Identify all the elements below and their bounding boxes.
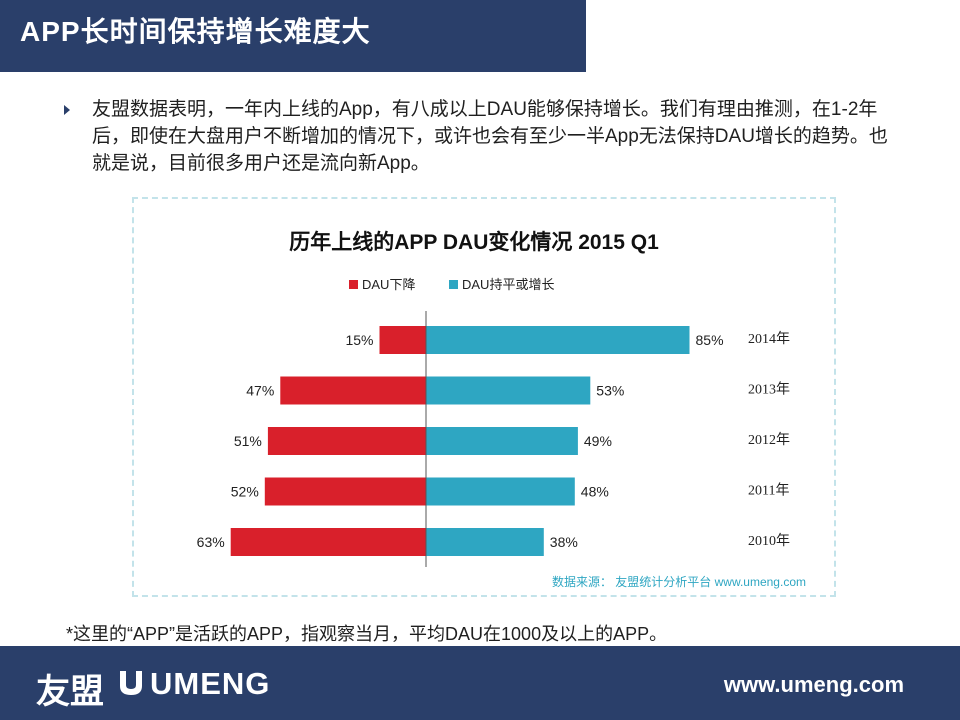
label-growth-4: 38% bbox=[550, 534, 578, 550]
chart-frame: 历年上线的APP DAU变化情况 2015 Q1 DAU下降 DAU持平或增长 1… bbox=[132, 197, 836, 597]
logo-chinese: 友盟 bbox=[36, 672, 104, 712]
bar-decline-2 bbox=[267, 427, 426, 455]
bar-decline-3 bbox=[264, 477, 426, 506]
bar-growth-0 bbox=[426, 326, 690, 354]
bullet-arrow-icon bbox=[64, 105, 70, 115]
category-label-0: 2014年 bbox=[748, 331, 790, 347]
category-label-4: 2010年 bbox=[748, 533, 790, 549]
label-growth-1: 53% bbox=[596, 383, 624, 399]
category-label-2: 2012年 bbox=[748, 432, 790, 448]
category-label-1: 2013年 bbox=[748, 382, 790, 398]
bar-growth-4 bbox=[426, 528, 544, 556]
bullet-text: 友盟数据表明，一年内上线的App，有八成以上DAU能够保持增长。我们有理由推测，… bbox=[92, 99, 888, 174]
bar-decline-1 bbox=[280, 376, 426, 405]
footer-url: www.umeng.com bbox=[723, 672, 904, 697]
chart-legend: DAU下降 DAU持平或增长 bbox=[349, 277, 554, 292]
legend-label-1: DAU持平或增长 bbox=[462, 277, 554, 292]
bar-decline-0 bbox=[379, 326, 426, 354]
chart-source: 数据来源： 友盟统计分析平台 www.umeng.com bbox=[552, 574, 806, 589]
label-growth-0: 85% bbox=[696, 332, 724, 348]
label-growth-3: 48% bbox=[581, 484, 609, 500]
label-decline-4: 63% bbox=[197, 534, 225, 550]
footer-bar: 友盟 UMENG www.umeng.com bbox=[0, 646, 960, 720]
label-growth-2: 49% bbox=[584, 433, 612, 449]
page-title: APP长时间保持增长难度大 bbox=[0, 0, 586, 72]
label-decline-0: 15% bbox=[345, 332, 373, 348]
umeng-logo-icon bbox=[120, 671, 142, 695]
footnote: *这里的“APP”是活跃的APP，指观察当月，平均DAU在1000及以上的APP… bbox=[66, 624, 668, 644]
label-decline-1: 47% bbox=[246, 383, 274, 399]
bar-growth-2 bbox=[426, 427, 578, 455]
label-decline-3: 52% bbox=[231, 484, 259, 500]
chart-title: 历年上线的APP DAU变化情况 2015 Q1 bbox=[289, 230, 659, 254]
dau-chart: 历年上线的APP DAU变化情况 2015 Q1 DAU下降 DAU持平或增长 1… bbox=[197, 230, 806, 589]
category-label-3: 2011年 bbox=[748, 483, 789, 499]
legend-swatch-0 bbox=[349, 280, 358, 289]
chart-bars: 15% 85% 2014年 47% 53% 2013年 51% 49% 2012年 52% 48% 2… bbox=[197, 326, 790, 556]
legend-swatch-1 bbox=[449, 280, 458, 289]
logo-english: UMENG bbox=[150, 666, 271, 701]
legend-label-0: DAU下降 bbox=[362, 277, 415, 292]
bar-growth-3 bbox=[426, 477, 575, 506]
bar-decline-4 bbox=[230, 528, 426, 556]
bar-growth-1 bbox=[426, 376, 591, 405]
label-decline-2: 51% bbox=[234, 433, 262, 449]
